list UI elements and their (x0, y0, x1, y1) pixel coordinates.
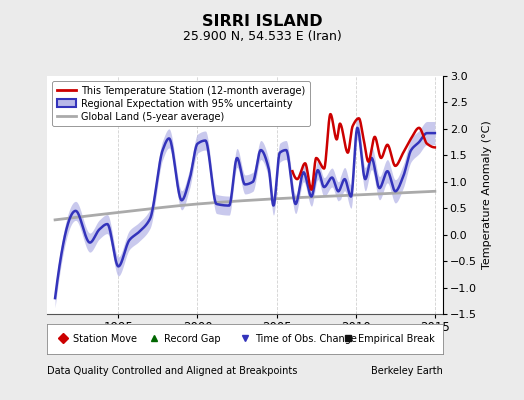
Y-axis label: Temperature Anomaly (°C): Temperature Anomaly (°C) (482, 121, 492, 269)
Text: Data Quality Controlled and Aligned at Breakpoints: Data Quality Controlled and Aligned at B… (47, 366, 298, 376)
Text: Empirical Break: Empirical Break (358, 334, 434, 344)
Text: SIRRI ISLAND: SIRRI ISLAND (202, 14, 322, 29)
Legend: This Temperature Station (12-month average), Regional Expectation with 95% uncer: This Temperature Station (12-month avera… (52, 81, 310, 126)
Text: Time of Obs. Change: Time of Obs. Change (255, 334, 357, 344)
Text: Record Gap: Record Gap (164, 334, 221, 344)
Text: Berkeley Earth: Berkeley Earth (371, 366, 443, 376)
Text: 25.900 N, 54.533 E (Iran): 25.900 N, 54.533 E (Iran) (183, 30, 341, 43)
Text: Station Move: Station Move (73, 334, 137, 344)
